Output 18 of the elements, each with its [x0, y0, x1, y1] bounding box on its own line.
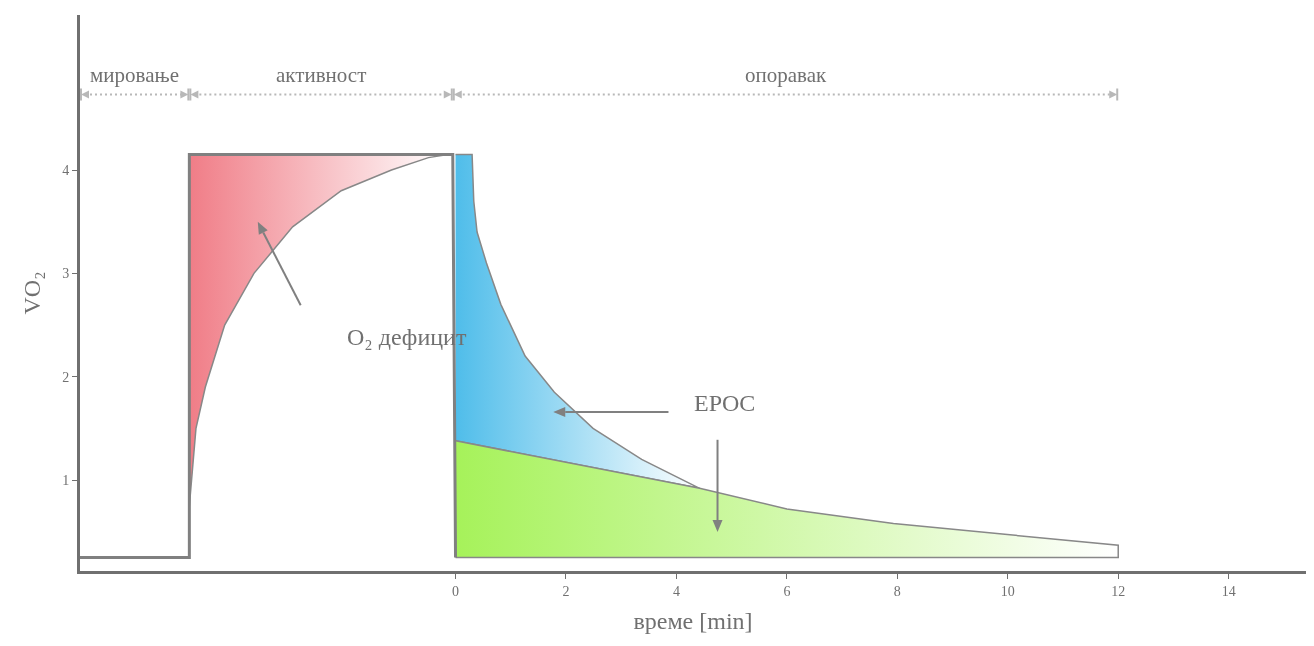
- x-tick-label: 0: [452, 583, 460, 599]
- y-tick-label: 3: [62, 266, 70, 282]
- x-tick-label: 10: [1000, 583, 1015, 599]
- annotation: активност: [276, 63, 367, 87]
- y-tick-label: 1: [62, 472, 70, 488]
- x-tick-label: 14: [1221, 583, 1236, 599]
- x-tick-label: 6: [783, 583, 791, 599]
- x-tick-label: 8: [893, 583, 901, 599]
- x-tick-label: 4: [672, 583, 680, 599]
- x-tick-label: 2: [562, 583, 570, 599]
- y-axis-title: VO₂: [19, 271, 46, 315]
- annotation: EPOC: [694, 390, 756, 416]
- annotation: мировање: [90, 63, 179, 87]
- y-tick-label: 2: [62, 369, 70, 385]
- y-tick-label: 4: [62, 162, 70, 178]
- x-tick-label: 12: [1111, 583, 1126, 599]
- annotation: опоравак: [745, 63, 828, 87]
- x-axis-title: време [min]: [633, 608, 753, 635]
